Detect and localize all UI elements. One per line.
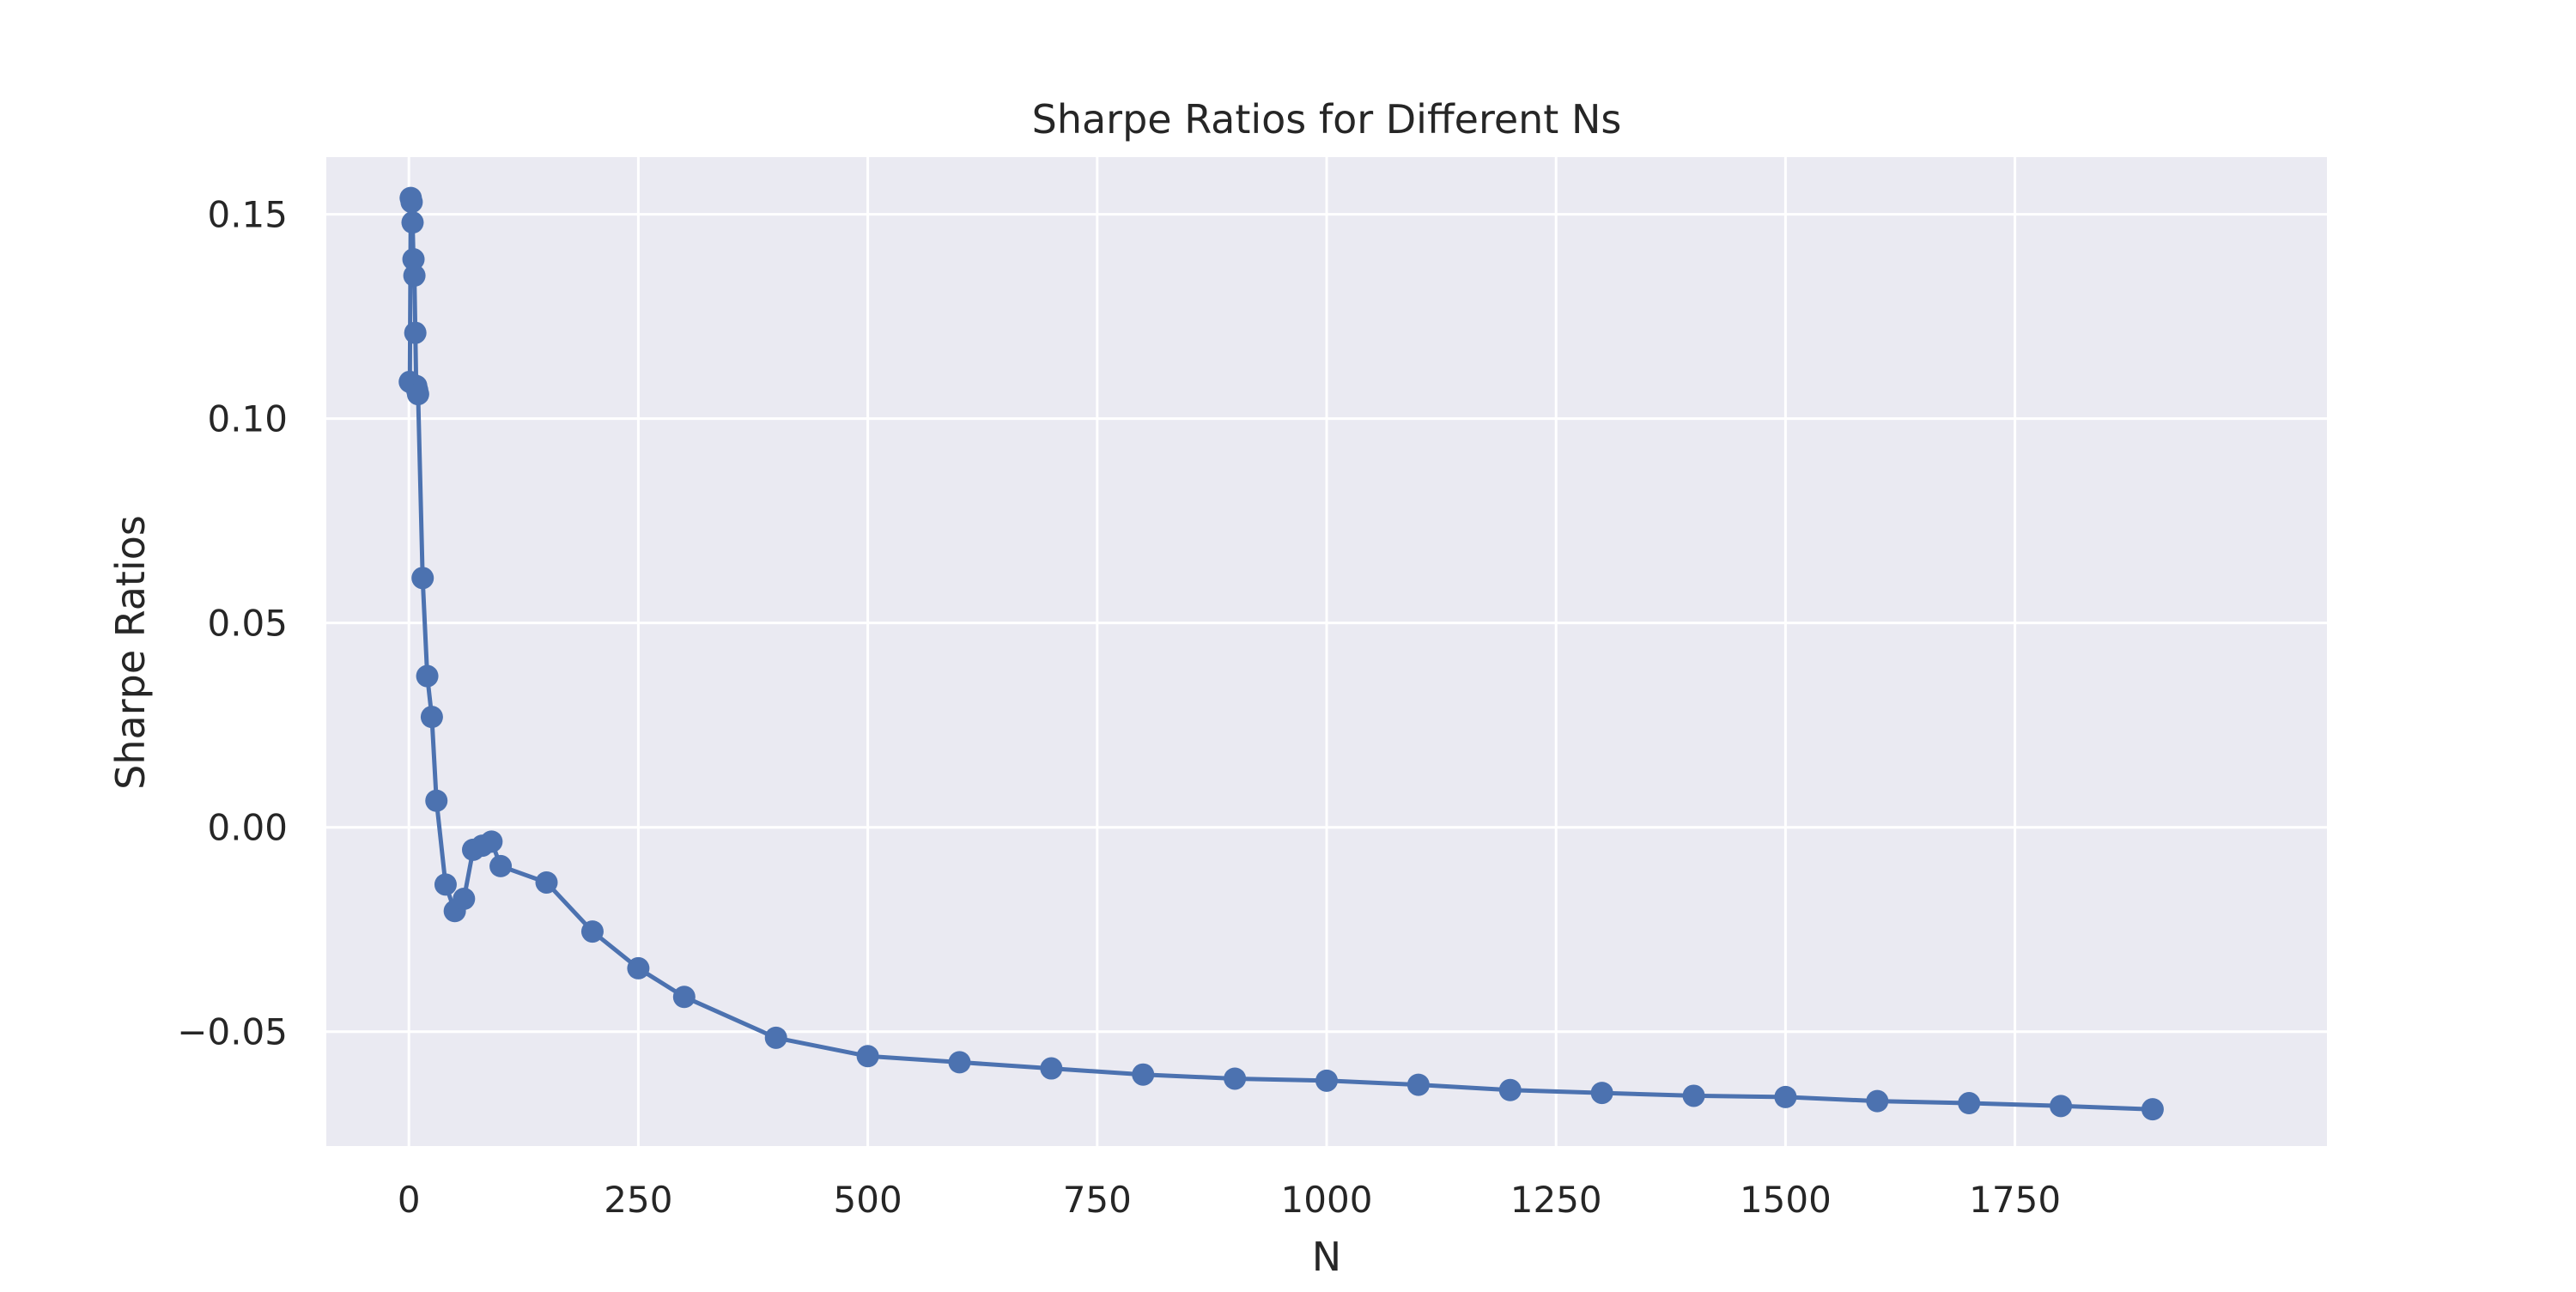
y-tick-label: 0.05 (207, 603, 288, 645)
data-point (434, 873, 457, 896)
data-point (1224, 1067, 1247, 1090)
data-point (627, 956, 650, 980)
y-tick-label: 0.00 (207, 807, 288, 849)
data-point (1040, 1057, 1063, 1080)
x-tick-label: 750 (1063, 1179, 1132, 1221)
data-point (535, 870, 558, 894)
data-point (948, 1051, 971, 1074)
series-layer (398, 186, 2164, 1121)
data-point (1498, 1078, 1522, 1101)
data-point (420, 706, 443, 729)
data-point (402, 248, 425, 271)
data-point (404, 321, 427, 344)
data-point (411, 567, 434, 590)
data-point (2141, 1098, 2164, 1121)
x-axis-label: N (1312, 1234, 1341, 1280)
y-tick-label: −0.05 (177, 1011, 288, 1053)
data-point (2050, 1095, 2073, 1118)
x-tick-label: 1500 (1740, 1179, 1832, 1221)
data-point (400, 191, 423, 214)
data-point (453, 888, 476, 910)
data-point (856, 1045, 879, 1068)
data-point (489, 854, 513, 877)
data-point (1590, 1082, 1613, 1105)
x-tick-label: 1750 (1969, 1179, 2061, 1221)
data-point (480, 830, 503, 853)
data-point (416, 664, 439, 688)
data-point (764, 1026, 787, 1049)
data-point (403, 264, 426, 288)
data-point (401, 211, 424, 234)
y-tick-label: 0.10 (207, 398, 288, 440)
data-point (1682, 1084, 1705, 1107)
data-point (1866, 1089, 1889, 1113)
tick-labels: 0 250 500 750 1000 1250 1500 1750 −0.05 0.00 0.05 0… (177, 194, 2061, 1221)
data-point (406, 383, 429, 406)
x-tick-label: 1250 (1510, 1179, 1602, 1221)
data-point (1958, 1092, 1981, 1115)
x-tick-label: 500 (834, 1179, 902, 1221)
chart-title: Sharpe Ratios for Different Ns (1032, 96, 1622, 143)
grid-lines (326, 157, 2327, 1146)
x-tick-label: 1000 (1281, 1179, 1373, 1221)
x-tick-label: 0 (398, 1179, 421, 1221)
y-axis-label: Sharpe Ratios (107, 515, 154, 790)
data-point (1406, 1073, 1430, 1096)
data-point (1315, 1069, 1338, 1092)
data-point (672, 986, 696, 1009)
data-point (580, 920, 604, 943)
data-point (425, 789, 448, 812)
data-point (1132, 1063, 1155, 1086)
x-tick-label: 250 (604, 1179, 672, 1221)
data-point (1774, 1085, 1797, 1108)
y-tick-label: 0.15 (207, 194, 288, 236)
